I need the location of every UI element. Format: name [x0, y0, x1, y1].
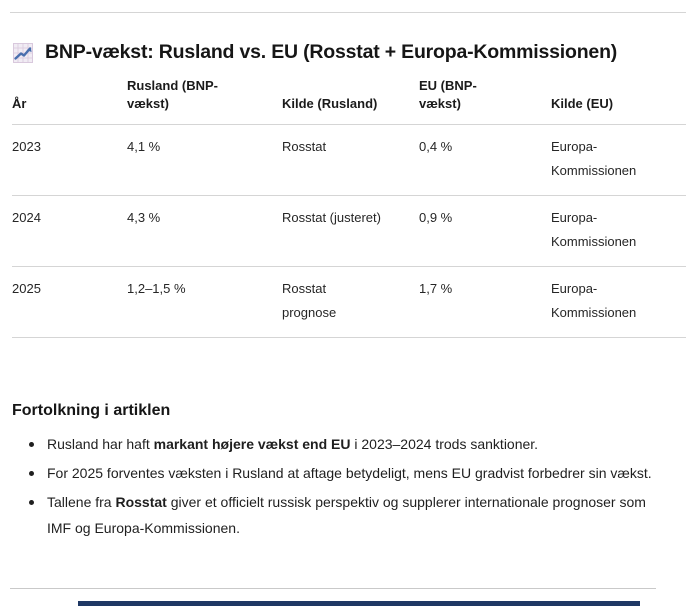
table-cell: 4,3 % [127, 210, 161, 225]
bullet-marker-icon [29, 441, 34, 447]
list-item: For 2025 forventes væksten i Rusland at … [12, 460, 662, 486]
table-body: 2023 4,1 % Rosstat 0,4 % Europa- Kommissione… [12, 125, 686, 338]
table-cell: 1,7 % [419, 281, 453, 296]
table-row: 2025 1,2–1,5 % Rosstat prognose 1,7 % Europa… [12, 267, 686, 338]
gdp-growth-table: År Rusland (BNP- vækst) Kilde (Rusland) EU … [12, 77, 686, 338]
bottom-bar [78, 601, 640, 606]
column-header: År [12, 96, 27, 111]
list-item: Tallene fra Rosstat giver et officielt r… [12, 489, 662, 541]
table-cell: 0,9 % [419, 210, 453, 225]
column-header: EU (BNP- vækst) [419, 78, 477, 111]
column-header: Kilde (EU) [551, 96, 614, 111]
table-cell: Rosstat prognose [282, 281, 337, 320]
table-cell: Rosstat [282, 139, 327, 154]
bullet-marker-icon [29, 499, 34, 505]
top-divider [10, 12, 686, 13]
table-cell: 2025 [12, 281, 41, 296]
column-header: Kilde (Rusland) [282, 96, 378, 111]
table-cell: 2023 [12, 139, 41, 154]
page-title: BNP-vækst: Rusland vs. EU (Rosstat + Eur… [45, 41, 618, 63]
table-cell: 1,2–1,5 % [127, 281, 186, 296]
interpretation-heading: Fortolkning i artiklen [12, 402, 171, 419]
table-row: 2023 4,1 % Rosstat 0,4 % Europa- Kommissione… [12, 125, 686, 196]
interpretation-list: Rusland har haft markant højere vækst en… [12, 431, 662, 544]
list-item: Rusland har haft markant højere vækst en… [12, 431, 662, 457]
table-cell: 4,1 % [127, 139, 161, 154]
title-row: BNP-vækst: Rusland vs. EU (Rosstat + Eur… [13, 41, 678, 64]
table-cell: 2024 [12, 210, 41, 225]
table-cell: Europa- Kommissionen [551, 139, 637, 178]
table-cell: Rosstat (justeret) [282, 210, 381, 225]
table-row: 2024 4,3 % Rosstat (justeret) 0,9 % Europa- … [12, 196, 686, 267]
bullet-marker-icon [29, 470, 34, 476]
table-cell: Europa- Kommissionen [551, 210, 637, 249]
column-header: Rusland (BNP- vækst) [127, 78, 218, 111]
chart-increasing-icon [13, 42, 33, 63]
table-header-row: År Rusland (BNP- vækst) Kilde (Rusland) EU … [12, 77, 686, 125]
table-cell: 0,4 % [419, 139, 453, 154]
table-cell: Europa- Kommissionen [551, 281, 637, 320]
bottom-divider [10, 588, 656, 589]
